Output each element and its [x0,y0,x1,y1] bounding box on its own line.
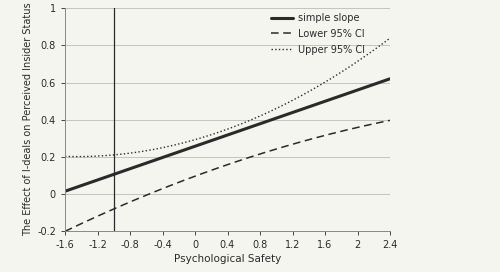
Y-axis label: The Effect of I-deals on Perceived Insider Status: The Effect of I-deals on Perceived Insid… [23,3,33,236]
Upper 95% CI [358,58,364,61]
Lower 95% CI [254,153,260,156]
Upper 95% CI [256,115,262,118]
X-axis label: Psychological Safety: Psychological Safety [174,254,281,264]
Lower 95% CI [261,151,267,154]
Upper 95% CI [74,155,80,158]
Upper 95% CI [262,112,268,115]
Line: Upper 95% CI: Upper 95% CI [65,38,390,157]
Upper 95% CI [62,155,68,158]
Lower 95% CI [336,130,342,134]
Upper 95% CI [337,71,343,75]
Legend: simple slope, Lower 95% CI, Upper 95% CI: simple slope, Lower 95% CI, Upper 95% CI [272,13,364,55]
Lower 95% CI [387,119,393,122]
Upper 95% CI [256,115,262,118]
Lower 95% CI [62,230,68,233]
Lower 95% CI [63,229,69,233]
Lower 95% CI [256,153,262,156]
Line: Lower 95% CI: Lower 95% CI [65,120,390,231]
Upper 95% CI [63,155,69,158]
Upper 95% CI [387,36,393,40]
Lower 95% CI [356,125,362,129]
